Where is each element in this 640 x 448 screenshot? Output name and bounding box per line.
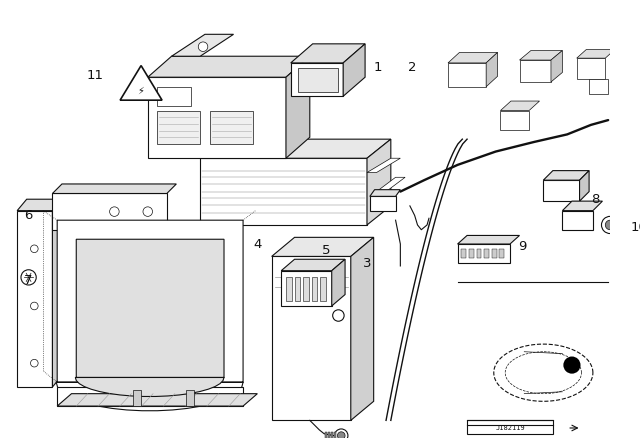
Polygon shape xyxy=(281,259,345,271)
Text: 11: 11 xyxy=(87,69,104,82)
Circle shape xyxy=(31,245,38,253)
Circle shape xyxy=(109,207,119,216)
Polygon shape xyxy=(271,237,374,256)
Polygon shape xyxy=(458,244,510,263)
Circle shape xyxy=(143,207,152,216)
Text: J182119: J182119 xyxy=(495,425,525,431)
Polygon shape xyxy=(500,111,529,129)
Polygon shape xyxy=(76,239,224,396)
Circle shape xyxy=(31,302,38,310)
Circle shape xyxy=(333,310,344,321)
Polygon shape xyxy=(332,259,345,306)
Polygon shape xyxy=(286,277,292,301)
Polygon shape xyxy=(589,79,608,95)
Polygon shape xyxy=(370,190,401,196)
Polygon shape xyxy=(331,432,333,439)
Text: 6: 6 xyxy=(24,209,33,222)
Polygon shape xyxy=(543,171,589,180)
Polygon shape xyxy=(148,77,286,158)
Polygon shape xyxy=(551,51,563,82)
Polygon shape xyxy=(52,194,167,230)
Polygon shape xyxy=(210,111,253,144)
Polygon shape xyxy=(312,277,317,301)
Polygon shape xyxy=(376,177,405,192)
Polygon shape xyxy=(134,390,141,406)
Text: 7: 7 xyxy=(24,274,33,287)
Polygon shape xyxy=(367,139,391,225)
Polygon shape xyxy=(200,139,391,158)
Text: 5: 5 xyxy=(322,244,330,257)
Polygon shape xyxy=(120,65,162,100)
Polygon shape xyxy=(291,44,365,63)
Polygon shape xyxy=(325,432,327,439)
Text: ⚡: ⚡ xyxy=(138,86,145,95)
Polygon shape xyxy=(461,249,466,258)
Circle shape xyxy=(602,216,619,233)
Polygon shape xyxy=(17,211,52,387)
Polygon shape xyxy=(303,277,309,301)
Polygon shape xyxy=(458,236,520,244)
Text: 2: 2 xyxy=(408,61,416,74)
Polygon shape xyxy=(448,52,497,63)
Polygon shape xyxy=(57,387,243,406)
Text: 1: 1 xyxy=(373,61,381,74)
Polygon shape xyxy=(328,432,330,439)
Circle shape xyxy=(198,42,208,52)
Polygon shape xyxy=(499,249,504,258)
Polygon shape xyxy=(477,249,481,258)
Polygon shape xyxy=(577,58,605,79)
Polygon shape xyxy=(294,277,300,301)
Polygon shape xyxy=(563,201,602,211)
Polygon shape xyxy=(563,211,593,230)
Polygon shape xyxy=(320,277,326,301)
Polygon shape xyxy=(370,196,396,211)
Text: 4: 4 xyxy=(253,237,262,250)
Polygon shape xyxy=(351,237,374,420)
Circle shape xyxy=(337,432,345,439)
Polygon shape xyxy=(172,34,234,56)
Text: 3: 3 xyxy=(363,257,371,270)
Polygon shape xyxy=(298,68,339,91)
Polygon shape xyxy=(281,271,332,306)
Polygon shape xyxy=(469,249,474,258)
Polygon shape xyxy=(56,220,243,411)
Polygon shape xyxy=(157,111,200,144)
Polygon shape xyxy=(343,44,365,96)
Polygon shape xyxy=(484,249,489,258)
Circle shape xyxy=(605,220,615,230)
Text: 10: 10 xyxy=(630,221,640,234)
Polygon shape xyxy=(271,256,351,420)
Polygon shape xyxy=(200,158,367,225)
Polygon shape xyxy=(52,199,62,387)
Polygon shape xyxy=(505,352,582,394)
Polygon shape xyxy=(492,249,497,258)
Circle shape xyxy=(21,270,36,285)
Polygon shape xyxy=(333,432,335,439)
Polygon shape xyxy=(286,56,310,158)
Polygon shape xyxy=(494,344,593,401)
Polygon shape xyxy=(52,184,177,194)
Text: 8: 8 xyxy=(591,193,600,206)
Polygon shape xyxy=(543,180,580,201)
Polygon shape xyxy=(367,158,401,172)
Circle shape xyxy=(563,357,580,374)
Polygon shape xyxy=(577,50,615,58)
Polygon shape xyxy=(467,420,553,434)
Polygon shape xyxy=(500,101,540,111)
Text: 9: 9 xyxy=(518,241,527,254)
Polygon shape xyxy=(157,87,191,106)
Polygon shape xyxy=(520,51,563,60)
Circle shape xyxy=(335,429,348,442)
Polygon shape xyxy=(148,56,310,77)
Polygon shape xyxy=(448,63,486,87)
Polygon shape xyxy=(291,63,343,96)
Polygon shape xyxy=(17,199,62,211)
Polygon shape xyxy=(520,60,551,82)
Polygon shape xyxy=(57,394,257,406)
Polygon shape xyxy=(186,390,193,406)
Circle shape xyxy=(31,359,38,367)
Polygon shape xyxy=(580,171,589,201)
Polygon shape xyxy=(486,52,497,87)
